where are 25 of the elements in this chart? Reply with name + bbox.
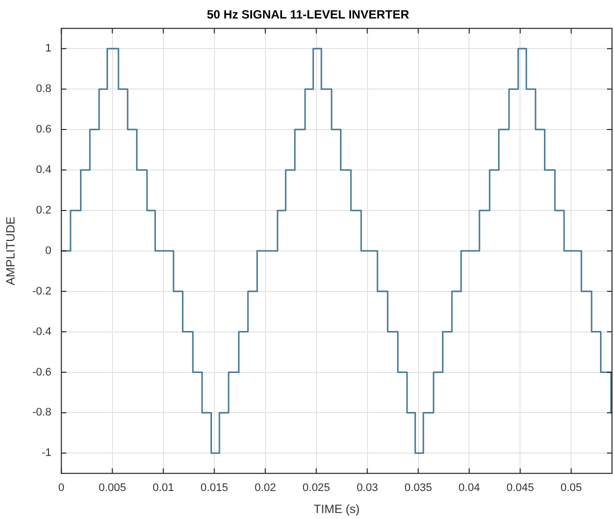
x-tick-label: 0.005 xyxy=(98,482,126,494)
y-tick-label: -1 xyxy=(42,447,52,460)
x-axis-title: TIME (s) xyxy=(314,502,360,516)
y-tick-label: -0.2 xyxy=(32,285,52,298)
y-tick-label: -0.6 xyxy=(32,366,52,378)
x-tick-label: 0.05 xyxy=(560,482,582,494)
x-tick-label: 0.035 xyxy=(404,482,432,494)
x-tick-label: 0 xyxy=(58,482,64,494)
y-tick-label: -0.8 xyxy=(32,406,52,419)
y-tick-label: 0.6 xyxy=(36,124,52,136)
y-tick-label: 0.8 xyxy=(36,83,52,96)
y-tick-label: 0 xyxy=(45,244,52,257)
x-tick-label: 0.04 xyxy=(458,482,480,494)
x-tick-label: 0.015 xyxy=(200,482,228,494)
y-axis-title: AMPLITUDE xyxy=(4,216,18,286)
x-tick-label: 0.01 xyxy=(152,482,174,494)
x-tick-label: 0.025 xyxy=(302,482,330,494)
chart-title: 50 Hz SIGNAL 11-LEVEL INVERTER xyxy=(206,8,410,22)
y-tick-label: 0.4 xyxy=(36,164,52,176)
y-tick-label: 1 xyxy=(45,42,52,55)
x-tick-label: 0.02 xyxy=(254,482,276,494)
x-tick-label: 0.03 xyxy=(356,482,378,494)
y-tick-label: 0.2 xyxy=(36,204,52,216)
y-tick-label: -0.4 xyxy=(32,326,52,338)
x-tick-label: 0.045 xyxy=(506,482,534,494)
